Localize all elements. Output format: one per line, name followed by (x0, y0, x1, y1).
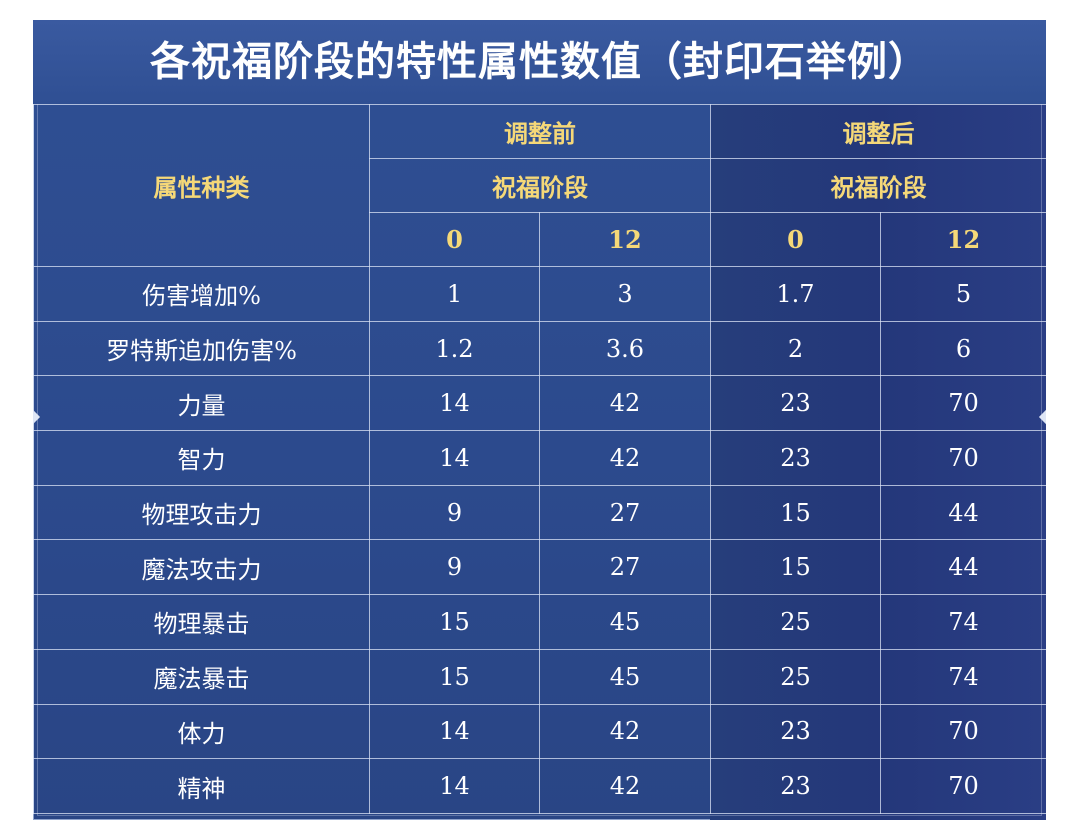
table-row: 伤害增加% 1 3 1.7 5 (33, 266, 1046, 322)
value-cell: 25 (710, 594, 881, 650)
value-cell: 15 (710, 484, 881, 541)
stage-before-12: 12 (539, 212, 711, 267)
attribute-name-cell: 体力 (33, 703, 370, 760)
value-cell: 14 (369, 375, 540, 432)
stage-after-0: 0 (710, 212, 881, 267)
value-cell: 15 (369, 594, 540, 650)
attribute-name-cell: 物理暴击 (33, 594, 370, 650)
value-cell: 44 (880, 484, 1046, 541)
value-cell: 1.2 (369, 320, 540, 377)
after-stage-header: 祝福阶段 (710, 158, 1046, 213)
attribute-name-cell: 智力 (33, 430, 370, 486)
value-cell: 74 (880, 648, 1046, 705)
value-cell: 27 (539, 484, 711, 541)
stage-after-12: 12 (880, 212, 1046, 267)
value-cell: 15 (369, 648, 540, 705)
table-row: 物理暴击 15 45 25 74 (33, 594, 1046, 650)
value-cell: 14 (369, 703, 540, 760)
table-row: 魔法暴击 15 45 25 74 (33, 648, 1046, 705)
value-cell: 70 (880, 758, 1046, 814)
attribute-name-cell: 伤害增加% (33, 266, 370, 322)
value-cell: 70 (880, 430, 1046, 486)
attribute-name-cell: 力量 (33, 375, 370, 432)
stats-card: 各祝福阶段的特性属性数值（封印石举例） 属性种类 调整前 调整后 祝福阶段 祝福… (33, 20, 1046, 820)
value-cell: 70 (880, 703, 1046, 760)
attribute-name-cell: 精神 (33, 758, 370, 814)
attribute-name-cell: 物理攻击力 (33, 484, 370, 541)
table-row: 罗特斯追加伤害% 1.2 3.6 2 6 (33, 320, 1046, 377)
value-cell: 23 (710, 703, 881, 760)
attribute-name-cell: 魔法攻击力 (33, 539, 370, 596)
value-cell: 74 (880, 594, 1046, 650)
header-row-adjust: 属性种类 调整前 调整后 (33, 104, 1046, 267)
stage-before-0: 0 (369, 212, 540, 267)
table-row: 魔法攻击力 9 27 15 44 (33, 539, 1046, 596)
value-cell: 42 (539, 430, 711, 486)
stats-table: 属性种类 调整前 调整后 祝福阶段 祝福阶段 0 12 0 12 伤害增加% 1 3… (33, 104, 1046, 814)
attribute-name-cell: 魔法暴击 (33, 648, 370, 705)
before-adjust-header: 调整前 (369, 104, 711, 159)
value-cell: 14 (369, 758, 540, 814)
value-cell: 1 (369, 266, 540, 322)
value-cell: 2 (710, 320, 881, 377)
value-cell: 42 (539, 758, 711, 814)
row-header-cell: 属性种类 (33, 104, 370, 267)
value-cell: 27 (539, 539, 711, 596)
value-cell: 6 (880, 320, 1046, 377)
value-cell: 3.6 (539, 320, 711, 377)
attribute-name-cell: 罗特斯追加伤害% (33, 320, 370, 377)
table-row: 精神 14 42 23 70 (33, 758, 1046, 814)
before-stage-header: 祝福阶段 (369, 158, 711, 213)
table-row: 智力 14 42 23 70 (33, 430, 1046, 486)
value-cell: 5 (880, 266, 1046, 322)
value-cell: 44 (880, 539, 1046, 596)
value-cell: 15 (710, 539, 881, 596)
value-cell: 45 (539, 594, 711, 650)
value-cell: 23 (710, 758, 881, 814)
value-cell: 14 (369, 430, 540, 486)
value-cell: 42 (539, 703, 711, 760)
header-row-stage-values: 0 12 0 12 (34, 212, 1046, 267)
value-cell: 9 (369, 484, 540, 541)
table-row: 力量 14 42 23 70 (33, 375, 1046, 432)
value-cell: 25 (710, 648, 881, 705)
value-cell: 9 (369, 539, 540, 596)
table-row: 物理攻击力 9 27 15 44 (33, 484, 1046, 541)
value-cell: 42 (539, 375, 711, 432)
table-row: 体力 14 42 23 70 (33, 703, 1046, 760)
value-cell: 3 (539, 266, 711, 322)
value-cell: 70 (880, 375, 1046, 432)
value-cell: 23 (710, 430, 881, 486)
value-cell: 45 (539, 648, 711, 705)
after-adjust-header: 调整后 (710, 104, 1046, 159)
value-cell: 23 (710, 375, 881, 432)
page-title: 各祝福阶段的特性属性数值（封印石举例） (33, 20, 1046, 104)
value-cell: 1.7 (710, 266, 881, 322)
